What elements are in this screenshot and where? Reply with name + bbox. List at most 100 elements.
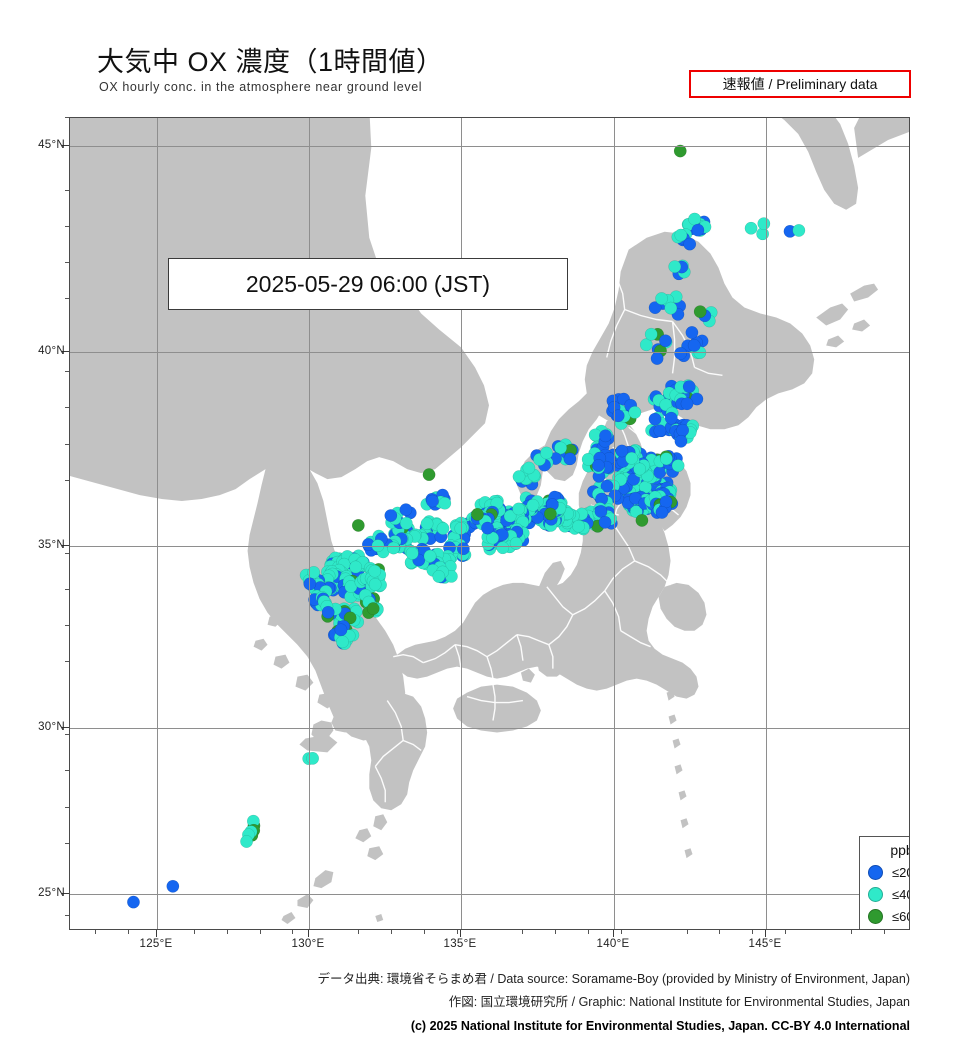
x-axis-minor-tick [620, 930, 622, 934]
station-dot[interactable] [432, 570, 446, 583]
station-dot[interactable] [685, 326, 699, 339]
station-dot[interactable] [540, 446, 553, 460]
station-dot[interactable] [757, 217, 771, 231]
station-dot[interactable] [682, 380, 696, 394]
station-dot[interactable] [486, 531, 500, 545]
station-dot[interactable] [653, 465, 667, 479]
station-dot[interactable] [676, 423, 690, 437]
station-dot[interactable] [664, 411, 678, 425]
station-dot[interactable] [629, 505, 643, 519]
station-dot[interactable] [594, 504, 608, 518]
station-dot[interactable] [368, 564, 382, 578]
station-dot[interactable] [599, 429, 612, 443]
station-dot[interactable] [399, 516, 413, 530]
x-axis-minor-tick [259, 930, 261, 934]
station-dot[interactable] [522, 461, 536, 475]
station-dot[interactable] [744, 221, 758, 235]
station-dot[interactable] [644, 327, 658, 341]
station-dot[interactable] [659, 334, 672, 348]
x-axis-tick-label: 140°E [596, 938, 630, 950]
station-dot[interactable] [387, 541, 400, 555]
station-dot[interactable] [554, 441, 568, 455]
station-dot[interactable] [650, 352, 664, 365]
station-dot[interactable] [671, 459, 685, 473]
station-dot[interactable] [343, 611, 357, 625]
station-dot[interactable] [334, 623, 348, 637]
station-dot[interactable] [688, 212, 702, 226]
station-dot[interactable] [481, 521, 494, 535]
station-dot[interactable] [680, 397, 694, 411]
station-dot[interactable] [674, 228, 688, 242]
station-dot[interactable] [639, 338, 653, 352]
station-dot[interactable] [436, 522, 450, 535]
station-dot[interactable] [648, 412, 662, 426]
station-dot[interactable] [321, 605, 335, 619]
station-dot[interactable] [512, 502, 526, 516]
station-dot[interactable] [625, 451, 639, 465]
station-dot[interactable] [633, 462, 647, 476]
station-dot[interactable] [399, 503, 413, 517]
y-axis-tick-label: 25°N [38, 887, 65, 899]
station-dot[interactable] [438, 496, 452, 510]
x-axis-minor-tick [785, 930, 787, 934]
station-dot[interactable] [366, 602, 380, 616]
y-axis-minor-tick [65, 661, 69, 663]
station-dot[interactable] [423, 549, 437, 563]
station-dot[interactable] [349, 560, 363, 574]
station-dot[interactable] [691, 223, 705, 237]
station-dot[interactable] [592, 459, 605, 472]
station-dot[interactable] [653, 424, 667, 438]
japan-map-svg [70, 118, 909, 925]
station-dot[interactable] [470, 507, 484, 521]
station-dot[interactable] [351, 518, 365, 532]
station-dot[interactable] [426, 494, 439, 508]
station-dot[interactable] [648, 301, 662, 315]
station-dot[interactable] [422, 468, 436, 482]
station-dot[interactable] [611, 409, 625, 423]
station-dot[interactable] [127, 895, 140, 909]
station-dot[interactable] [456, 542, 470, 556]
x-axis-minor-tick [719, 930, 721, 934]
legend-panel: ppb ≤20≤40≤60≤120≤240≤500 [859, 836, 909, 929]
station-dot[interactable] [496, 541, 510, 555]
station-dot[interactable] [674, 434, 688, 448]
station-dot[interactable] [166, 879, 180, 893]
station-dot[interactable] [307, 565, 321, 579]
station-dot[interactable] [628, 405, 642, 419]
station-dot[interactable] [368, 578, 382, 591]
station-dot[interactable] [683, 237, 697, 251]
station-dot[interactable] [635, 513, 649, 527]
station-dot[interactable] [420, 517, 434, 531]
station-dot[interactable] [240, 835, 254, 848]
station-dot[interactable] [615, 444, 629, 458]
station-dot[interactable] [405, 546, 419, 560]
station-dot[interactable] [572, 519, 586, 533]
station-dot[interactable] [664, 301, 678, 315]
station-dot[interactable] [563, 452, 577, 466]
station-dot[interactable] [543, 507, 557, 521]
station-dot[interactable] [598, 515, 612, 529]
station-dot[interactable] [687, 339, 701, 352]
y-axis-minor-tick [65, 262, 69, 264]
station-dot[interactable] [655, 505, 669, 519]
station-dot[interactable] [509, 536, 523, 550]
station-dot[interactable] [673, 144, 687, 158]
y-axis-tick-mark [62, 351, 69, 352]
station-dot[interactable] [693, 305, 707, 319]
station-dot[interactable] [600, 479, 614, 493]
station-dot[interactable] [792, 223, 806, 237]
station-dot[interactable] [454, 521, 468, 535]
gridline-lat-40 [70, 352, 909, 353]
station-dot[interactable] [659, 452, 673, 466]
station-dot[interactable] [371, 539, 385, 553]
station-dot[interactable] [526, 498, 540, 512]
station-dot[interactable] [512, 470, 526, 484]
map-plot-area[interactable]: 2025-05-29 06:00 (JST) ppb ≤20 ≤40 ≤60 ≤120… [69, 117, 910, 930]
station-dot[interactable] [674, 346, 687, 360]
station-dot[interactable] [384, 509, 398, 522]
station-dot[interactable] [336, 635, 349, 649]
station-dot[interactable] [503, 509, 517, 523]
y-axis-minor-tick [65, 770, 69, 772]
station-dot[interactable] [655, 292, 669, 305]
station-dot[interactable] [668, 260, 682, 274]
